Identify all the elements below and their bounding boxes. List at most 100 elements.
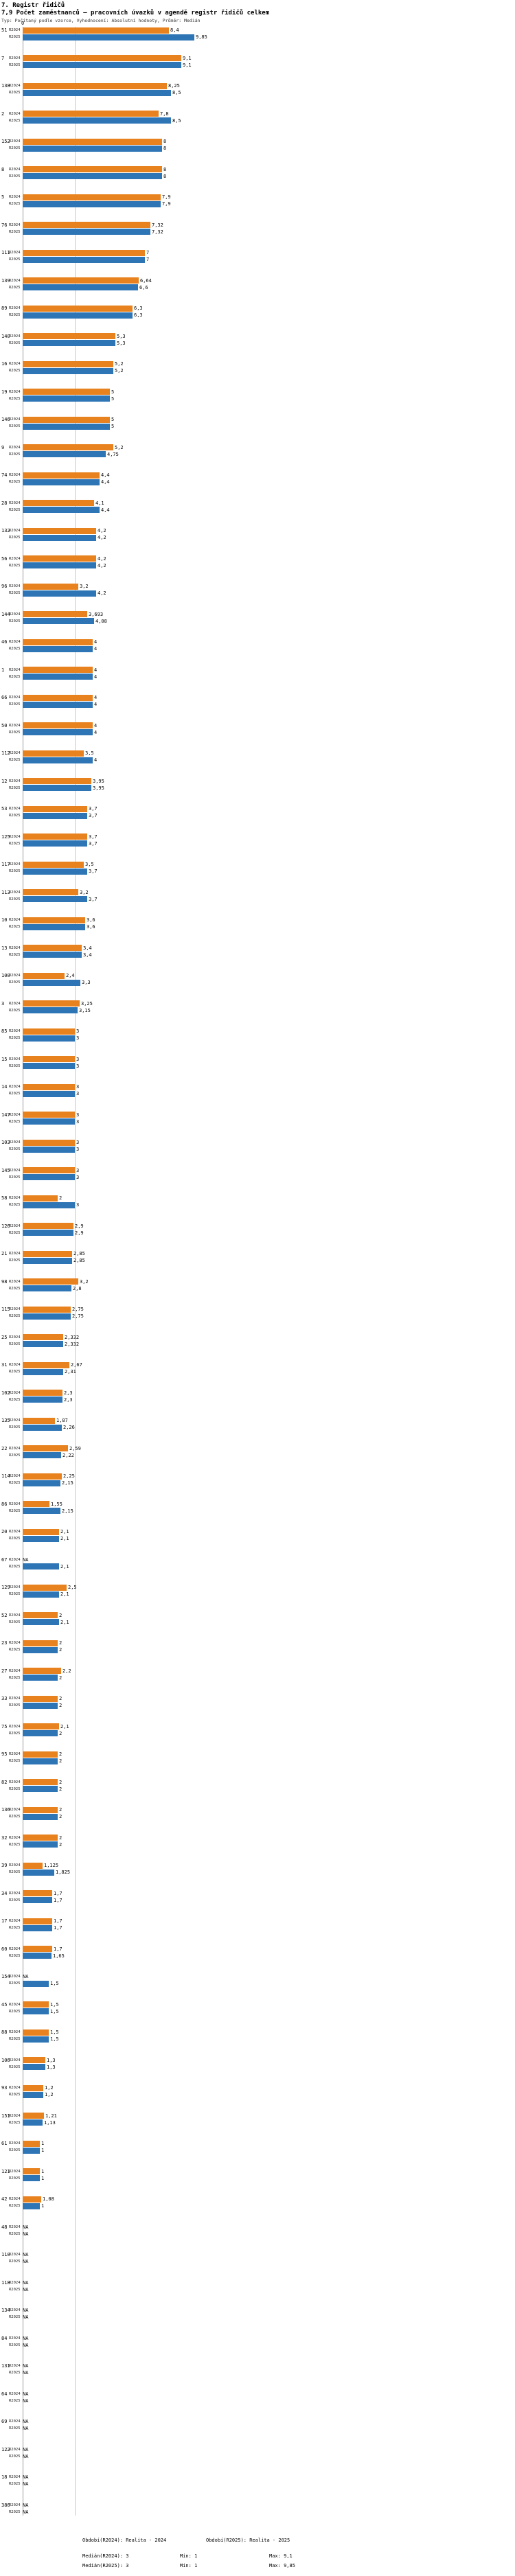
value-label: 2,9: [75, 1230, 84, 1236]
bar-2024: [23, 500, 94, 506]
group-id-label: 51: [1, 27, 8, 33]
group-id-label: 7: [1, 55, 5, 61]
series-label: R2025: [9, 2398, 21, 2403]
group-id-label: 118: [1, 2279, 10, 2286]
bar-group: 7 R2024 9,1 R2025 9,1: [0, 55, 385, 69]
bar-2024: [23, 861, 84, 868]
bar-row: R2025 2,8: [0, 1285, 385, 1292]
bar-group: 147 R2024 3 R2025 3: [0, 1112, 385, 1125]
bar-2024: [23, 1695, 58, 1702]
group-id-label: 27: [1, 1668, 8, 1674]
na-label: NA: [23, 2286, 29, 2292]
bar-row: R2024 2,4: [0, 972, 385, 979]
value-label: 1,5: [50, 2008, 59, 2014]
bar-2025: [23, 1341, 63, 1347]
bar-2024: [23, 277, 139, 284]
bar-row: R2025 1: [0, 2203, 385, 2209]
value-label: 4: [94, 757, 98, 763]
bar-2024: [23, 82, 167, 89]
value-label: 1,08: [43, 2196, 54, 2202]
bar-row: R2024 NA: [0, 2335, 385, 2342]
bar-row: R2024 NA: [0, 2279, 385, 2286]
bar-2024: [23, 1890, 52, 1896]
legend-median-2025: Medián(R2025): 3: [82, 2563, 129, 2568]
series-label: R2024: [9, 1390, 21, 1395]
bar-2024: [23, 222, 150, 228]
na-label: NA: [23, 2481, 29, 2487]
series-label: R2025: [9, 2231, 21, 2236]
group-id-label: 103: [1, 1140, 10, 1145]
value-label: 2: [59, 1696, 62, 1701]
bar-group: 96 R2024 3,2 R2025 4,2: [0, 583, 385, 597]
series-label: R2025: [9, 1119, 21, 1124]
value-label: 3,4: [83, 952, 92, 958]
value-label: 2: [59, 1841, 62, 1848]
series-label: R2024: [9, 251, 21, 255]
bar-row: R2025 2: [0, 1786, 385, 1793]
group-id-label: 152: [1, 139, 10, 144]
group-id-label: 15: [1, 1056, 8, 1062]
bar-2025: [23, 1480, 60, 1486]
value-label: 3,7: [89, 869, 98, 874]
bar-2024: [23, 778, 91, 784]
bar-row: R2025 NA: [0, 2258, 385, 2265]
bar-row: R2024 1,87: [0, 1417, 385, 1424]
bar-row: R2025 NA: [0, 2481, 385, 2487]
series-label: R2025: [9, 2371, 21, 2375]
bar-row: R2024 3,7: [0, 833, 385, 840]
group-id-label: 122: [1, 2446, 10, 2452]
value-label: 2,75: [72, 1307, 84, 1312]
group-id-label: 69: [1, 2419, 8, 2424]
series-label: R2025: [9, 1258, 21, 1263]
value-label: 2: [59, 1807, 62, 1813]
bar-row: R2024 5: [0, 416, 385, 423]
bar-row: R2025 3,7: [0, 840, 385, 847]
series-label: R2024: [9, 2447, 21, 2452]
series-label: R2024: [9, 2197, 21, 2201]
group-id-label: 18: [1, 2474, 8, 2480]
bar-row: R2024 2,9: [0, 1223, 385, 1230]
bar-row: R2025 1: [0, 2147, 385, 2154]
bar-2024: [23, 1112, 75, 1118]
value-label: 8: [163, 173, 167, 179]
na-label: NA: [23, 2509, 29, 2515]
value-label: 8,5: [172, 90, 181, 95]
value-label: 7,8: [160, 111, 169, 117]
bar-row: R2025 2: [0, 1675, 385, 1681]
bar-row: R2025 3,6: [0, 923, 385, 930]
series-label: R2025: [9, 925, 21, 929]
series-label: R2025: [9, 202, 21, 206]
bar-row: R2024 1,7: [0, 1890, 385, 1897]
series-label: R2024: [9, 501, 21, 505]
value-label: 4: [94, 722, 98, 728]
bar-group: 56 R2024 4,2 R2025 4,2: [0, 555, 385, 569]
bar-2025: [23, 952, 82, 958]
bar-row: R2024 2,2: [0, 1668, 385, 1675]
bar-row: R2024 4: [0, 639, 385, 645]
bar-row: R2025 5: [0, 395, 385, 402]
value-label: 3,6: [87, 917, 95, 923]
bar-row: R2025 NA: [0, 2369, 385, 2376]
series-label: R2024: [9, 2224, 21, 2229]
bar-row: R2024 2: [0, 1640, 385, 1646]
bar-2024: [23, 1306, 71, 1313]
value-label: 2,15: [62, 1508, 73, 1514]
value-label: 4: [94, 702, 98, 707]
bar-group: 22 R2024 2,59 R2025 2,22: [0, 1445, 385, 1459]
value-label: 2: [59, 1751, 62, 1757]
chart-subtitle: 7,9 Počet zaměstnanců – pracovních úvazk…: [1, 10, 270, 16]
bar-row: R2025 2,332: [0, 1341, 385, 1348]
series-label: R2025: [9, 980, 21, 985]
series-label: R2024: [9, 1752, 21, 1756]
value-label: 1: [41, 2203, 45, 2209]
bar-row: R2025 9,1: [0, 62, 385, 69]
value-label: 1,3: [47, 2064, 56, 2070]
bar-2025: [23, 1535, 59, 1542]
value-label: 6,64: [140, 277, 152, 284]
bar-row: R2024 1,5: [0, 2001, 385, 2008]
bar-row: R2025 5: [0, 423, 385, 430]
series-label: R2024: [9, 1363, 21, 1367]
series-label: R2024: [9, 807, 21, 811]
series-label: R2024: [9, 1891, 21, 1896]
series-label: R2024: [9, 1530, 21, 1534]
